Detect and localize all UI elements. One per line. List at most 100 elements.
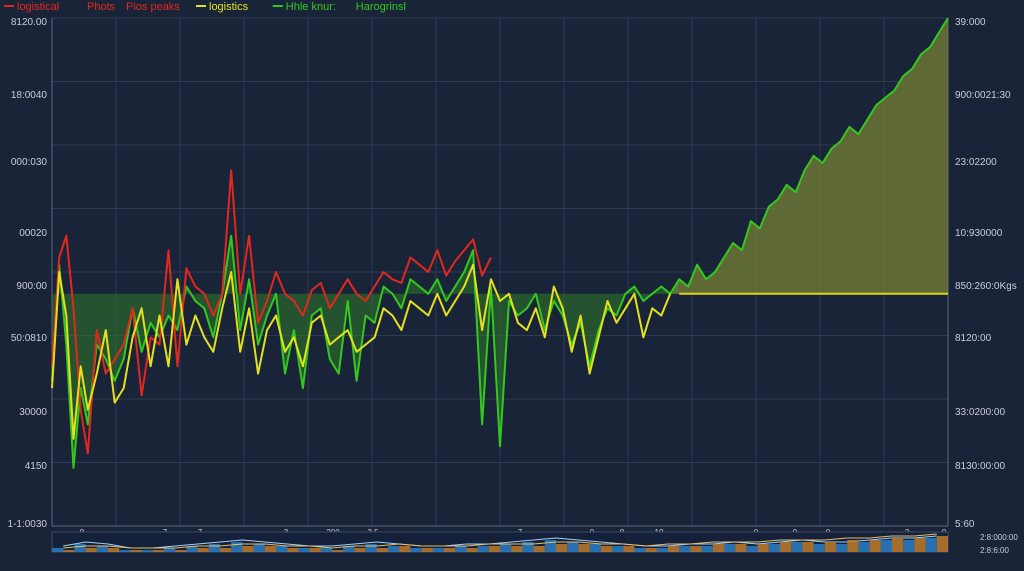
navigator-bar <box>925 538 937 552</box>
right-axis-tick-label: 5:60 <box>955 519 975 530</box>
navigator-bar <box>679 546 691 552</box>
navigator-bar <box>175 550 187 552</box>
navigator-bar <box>802 542 814 552</box>
right-axis-tick-label: 8130:00:00 <box>955 461 1005 472</box>
navigator-bar <box>757 544 769 552</box>
navigator-bar <box>892 538 904 552</box>
legend-entry: Harogrinsl <box>356 1 406 13</box>
navigator-bar <box>320 548 332 552</box>
navigator-bar <box>836 544 848 552</box>
right-axis-tick-label: 39:000 <box>955 17 986 28</box>
navigator-bar <box>656 548 668 552</box>
navigator-bar <box>522 542 534 552</box>
legend-entry: Phots <box>87 1 116 13</box>
navigator-bar <box>432 548 444 552</box>
navigator-bar <box>589 544 601 552</box>
navigator-bar <box>903 540 915 552</box>
navigator-bar <box>253 544 265 552</box>
navigator-bar <box>231 542 243 552</box>
area-fill-layer <box>52 18 948 468</box>
navigator-bar <box>444 548 456 552</box>
navigator-bar <box>186 546 198 552</box>
navigator-bar <box>488 546 500 552</box>
left-axis-tick-label: 00020 <box>19 228 47 239</box>
navigator-bar <box>287 548 299 552</box>
navigator-bar <box>85 548 97 552</box>
navigator-bar <box>612 546 624 552</box>
navigator-bar <box>533 546 545 552</box>
navigator-bar <box>264 546 276 552</box>
navigator-bar <box>354 548 366 552</box>
left-axis-tick-label: 1-1:0030 <box>8 519 48 530</box>
navigator-bar <box>712 544 724 552</box>
navigator-bar <box>332 550 344 552</box>
navigator-bar <box>63 550 75 552</box>
navigator-bar <box>242 546 254 552</box>
left-axis-tick-label: 4150 <box>25 461 48 472</box>
navigator-bar <box>466 548 478 552</box>
navigator-bar <box>746 546 758 552</box>
navigator-bar <box>500 544 512 552</box>
right-axis-tick-label: 23:02200 <box>955 157 997 168</box>
legend: logistical Phots Pios peaks logistics Hhle k… <box>4 1 406 13</box>
navigator-bar <box>511 546 523 552</box>
series-line-harogrinsl <box>51 17 949 469</box>
series-line-logistics <box>51 263 672 440</box>
navigator-bar <box>668 546 680 552</box>
navigator-bar <box>108 548 120 552</box>
navigator-bar <box>388 546 400 552</box>
legend-entry: Hhle knur: <box>286 1 336 13</box>
navigator-line <box>63 535 937 549</box>
series-layer <box>51 17 949 469</box>
left-axis-tick-label: 50:0810 <box>11 333 48 344</box>
navigator-bar <box>869 540 881 552</box>
navigator-bar <box>164 548 176 552</box>
footer-label: 2:8:6:00 <box>980 546 1009 555</box>
legend-entry: logistical <box>17 1 59 13</box>
navigator-bar <box>74 544 86 552</box>
navigator-bar <box>735 544 747 552</box>
navigator-bar <box>914 538 926 552</box>
navigator-bar <box>298 548 310 552</box>
navigator-layer[interactable] <box>51 531 949 553</box>
right-axis-tick-label: 10:930000 <box>955 228 1003 239</box>
navigator-bar <box>813 544 825 552</box>
navigator-bar <box>343 546 355 552</box>
navigator-bar <box>197 548 209 552</box>
navigator-bar <box>690 546 702 552</box>
right-axis-tick-label: 33:0200:00 <box>955 407 1005 418</box>
navigator-bar <box>208 544 220 552</box>
right-axis-tick-label: 850:260:0Kgs <box>955 281 1017 292</box>
navigator-bar <box>276 546 288 552</box>
navigator-bar <box>936 536 948 552</box>
navigator-bar <box>141 550 153 552</box>
navigator-bar <box>130 550 142 552</box>
navigator-bar <box>477 546 489 552</box>
right-axis-tick-label: 8120:00 <box>955 333 992 344</box>
navigator-bar <box>376 548 388 552</box>
navigator-bar <box>365 544 377 552</box>
left-axis-tick-label: 8120.00 <box>11 17 48 28</box>
left-axis-tick-label: 30000 <box>19 407 47 418</box>
navigator-bar <box>152 550 164 552</box>
left-axis-tick-label: 900:00 <box>16 281 47 292</box>
navigator-bar <box>634 548 646 552</box>
navigator-bar <box>645 548 657 552</box>
left-axis-tick-label: 18:0040 <box>11 90 48 101</box>
navigator-bar <box>309 548 321 552</box>
navigator-bar <box>455 546 467 552</box>
series-line-pios-peaks <box>51 169 492 455</box>
navigator-bar <box>567 542 579 552</box>
navigator-bar <box>52 548 64 552</box>
navigator-bar <box>399 546 411 552</box>
navigator-bar <box>421 548 433 552</box>
navigator-bar <box>791 542 803 552</box>
navigator-bar <box>220 548 232 552</box>
navigator-bar <box>96 546 108 552</box>
right-axis-tick-label: 900:0021:30 <box>955 90 1011 101</box>
legend-entry: logistics <box>209 1 249 13</box>
area-fill-right <box>670 18 948 294</box>
navigator-bar <box>768 544 780 552</box>
